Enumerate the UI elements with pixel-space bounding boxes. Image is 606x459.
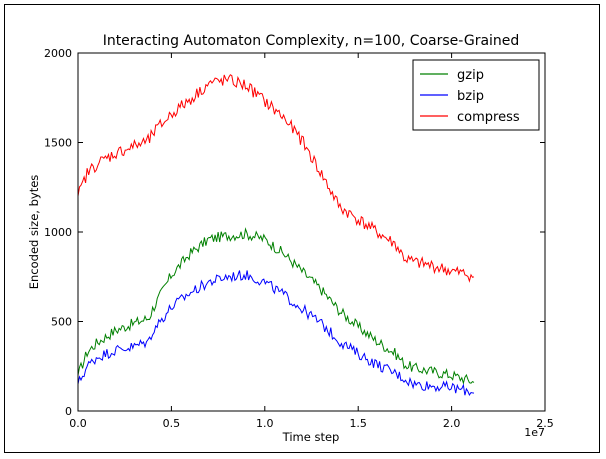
legend: gzip bzip compress [412,59,540,131]
x-tick-label: 2.0 [443,417,461,430]
legend-label-bzip: bzip [457,89,484,104]
series-line-gzip [77,227,475,385]
series-layer [77,74,475,397]
x-axis-offset-label: 1e7 [524,426,545,439]
y-tick-label: 500 [51,316,72,329]
x-tick-label: 1.0 [256,417,274,430]
y-tick-label: 2000 [44,47,72,60]
x-tick-label: 0.0 [69,417,87,430]
axis-ticks: 0.0 0.5 1.0 1.5 2.0 2.5 0 500 1000 1500 2000 [44,47,554,430]
series-line-compress [77,74,475,283]
x-axis-label: Time step [282,430,340,444]
chart-title: Interacting Automaton Complexity, n=100,… [103,33,520,49]
y-axis-label: Encoded size, bytes [27,175,41,290]
legend-label-gzip: gzip [457,68,484,83]
x-tick-label: 0.5 [163,417,181,430]
legend-label-compress: compress [457,110,520,125]
y-tick-label: 1500 [44,137,72,150]
x-tick-label: 2.5 [536,417,554,430]
series-line-bzip [77,270,475,397]
y-tick-label: 1000 [44,226,72,239]
y-tick-label: 0 [65,405,72,418]
x-tick-label: 1.5 [349,417,367,430]
